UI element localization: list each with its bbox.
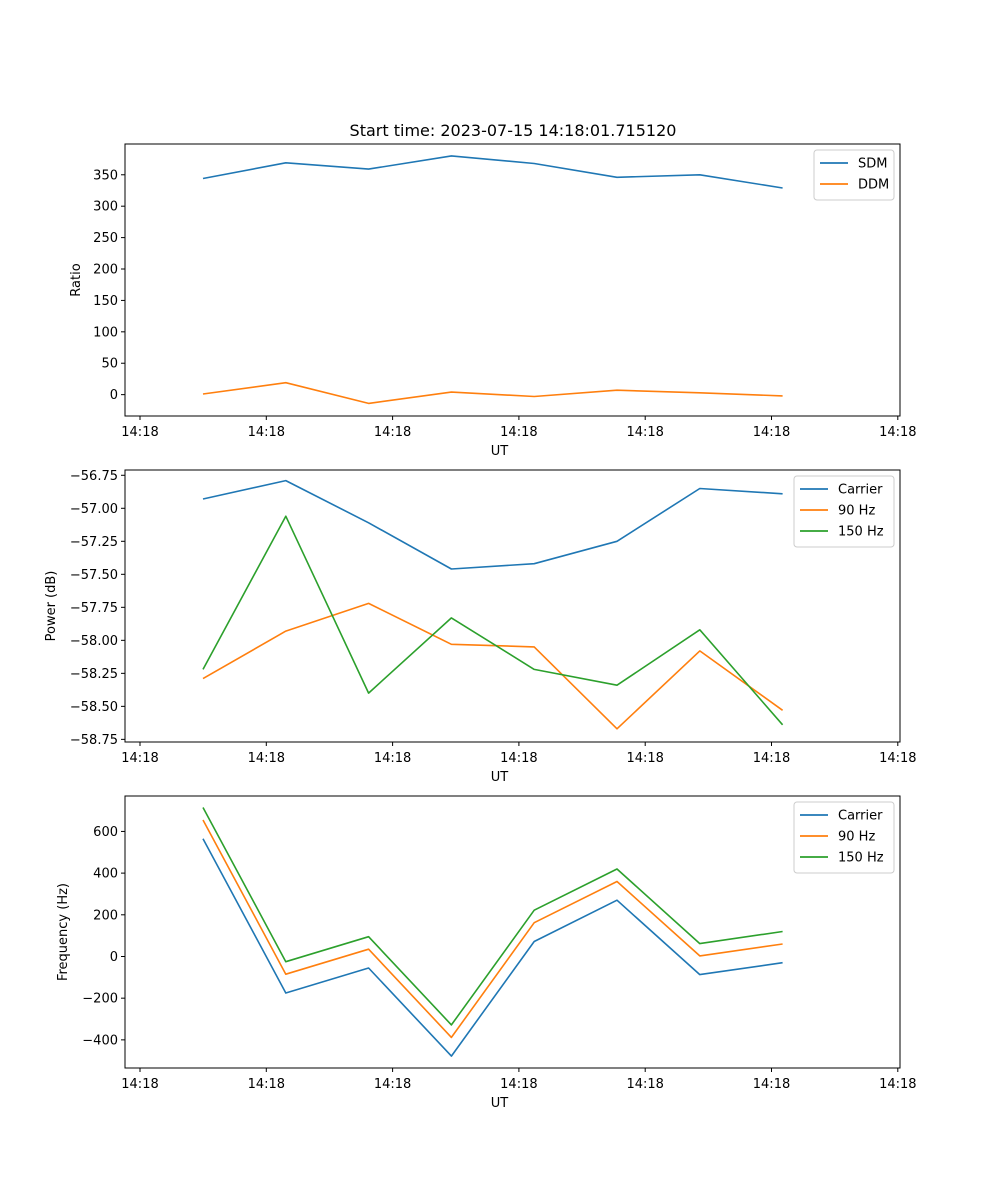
legend-label-frequency: 90 Hz <box>838 830 875 845</box>
y-tick-label-power: −58.75 <box>70 733 118 748</box>
y-axis-label-ratio: Ratio <box>69 263 84 296</box>
y-tick-label-frequency: 400 <box>93 867 118 882</box>
x-tick-label-ratio: 14:18 <box>248 425 285 440</box>
legend-label-frequency: Carrier <box>838 809 883 824</box>
x-tick-label-power: 14:18 <box>879 751 916 766</box>
x-tick-label-power: 14:18 <box>500 751 537 766</box>
x-tick-label-frequency: 14:18 <box>626 1077 663 1092</box>
y-tick-label-frequency: 600 <box>93 825 118 840</box>
y-tick-label-frequency: −200 <box>82 992 118 1007</box>
panel-ratio: 0 50 100 150 200 250 300 350 14:18 14:18 14:18 14:1… <box>69 143 917 459</box>
x-tick-label-ratio: 14:18 <box>374 425 411 440</box>
y-tick-label-power: −58.00 <box>70 634 118 649</box>
x-tick-label-frequency: 14:18 <box>753 1077 790 1092</box>
x-tick-label-power: 14:18 <box>248 751 285 766</box>
x-tick-label-ratio: 14:18 <box>879 425 916 440</box>
x-tick-label-power: 14:18 <box>753 751 790 766</box>
legend-label-ratio: SDM <box>858 157 887 172</box>
axes-frame-ratio <box>124 143 901 417</box>
series-line-power-90-hz <box>202 602 784 730</box>
x-tick-label-power: 14:18 <box>121 751 158 766</box>
y-tick-label-ratio: 100 <box>93 325 118 340</box>
x-tick-label-ratio: 14:18 <box>500 425 537 440</box>
chart-panels: 0 50 100 150 200 250 300 350 14:18 14:18 14:18 14:1… <box>44 143 917 1111</box>
y-tick-label-ratio: 0 <box>110 388 118 403</box>
y-tick-label-frequency: 0 <box>110 950 118 965</box>
y-tick-label-ratio: 50 <box>101 357 118 372</box>
x-tick-label-power: 14:18 <box>374 751 411 766</box>
axes-frame-power <box>124 469 901 743</box>
y-tick-label-power: −57.25 <box>70 535 118 550</box>
y-axis-label-frequency: Frequency (Hz) <box>56 883 71 981</box>
x-tick-label-ratio: 14:18 <box>626 425 663 440</box>
x-tick-label-frequency: 14:18 <box>248 1077 285 1092</box>
series-line-ratio-ddm <box>202 381 783 405</box>
legend-box-frequency <box>793 801 895 874</box>
x-tick-label-frequency: 14:18 <box>879 1077 916 1092</box>
x-tick-label-ratio: 14:18 <box>121 425 158 440</box>
legend-label-frequency: 150 Hz <box>838 851 884 866</box>
legend-label-ratio: DDM <box>858 178 889 193</box>
series-line-power-150-hz <box>202 515 784 726</box>
y-tick-label-frequency: −400 <box>82 1033 118 1048</box>
x-axis-label-frequency: UT <box>491 1096 509 1111</box>
y-tick-label-power: −57.50 <box>70 568 118 583</box>
x-tick-label-ratio: 14:18 <box>753 425 790 440</box>
figure-title: Start time: 2023-07-15 14:18:01.715120 <box>350 121 677 140</box>
y-tick-label-ratio: 200 <box>93 263 118 278</box>
x-axis-label-power: UT <box>491 770 509 785</box>
y-tick-label-power: −57.75 <box>70 601 118 616</box>
panel-power: −58.75 −58.50 −58.25 −58.00 −57.75 −57.50 −57.… <box>44 469 917 785</box>
series-line-frequency-90-hz <box>202 819 783 1039</box>
x-tick-label-frequency: 14:18 <box>121 1077 158 1092</box>
series-line-power-carrier <box>202 479 783 570</box>
legend-label-power: 150 Hz <box>838 525 884 540</box>
series-line-frequency-carrier <box>202 838 783 1057</box>
x-tick-label-power: 14:18 <box>626 751 663 766</box>
y-tick-label-power: −58.50 <box>70 700 118 715</box>
series-line-frequency-150-hz <box>202 807 783 1026</box>
series-line-ratio-sdm <box>202 155 783 189</box>
x-tick-label-frequency: 14:18 <box>374 1077 411 1092</box>
y-tick-label-ratio: 150 <box>93 294 118 309</box>
y-tick-label-ratio: 250 <box>93 231 118 246</box>
x-axis-label-ratio: UT <box>491 444 509 459</box>
legend-label-power: 90 Hz <box>838 504 875 519</box>
y-tick-label-power: −56.75 <box>70 469 118 484</box>
y-tick-label-frequency: 200 <box>93 908 118 923</box>
legend-box-power <box>793 475 895 548</box>
x-tick-label-frequency: 14:18 <box>500 1077 537 1092</box>
y-tick-label-power: −57.00 <box>70 502 118 517</box>
panel-frequency: −400 −200 0 200 400 600 14:18 14:18 14:18 14:18 14… <box>56 795 917 1111</box>
y-tick-label-ratio: 350 <box>93 168 118 183</box>
y-axis-label-power: Power (dB) <box>44 571 59 642</box>
y-tick-label-power: −58.25 <box>70 667 118 682</box>
axes-frame-frequency <box>124 795 901 1069</box>
legend-label-power: Carrier <box>838 483 883 498</box>
y-tick-label-ratio: 300 <box>93 200 118 215</box>
